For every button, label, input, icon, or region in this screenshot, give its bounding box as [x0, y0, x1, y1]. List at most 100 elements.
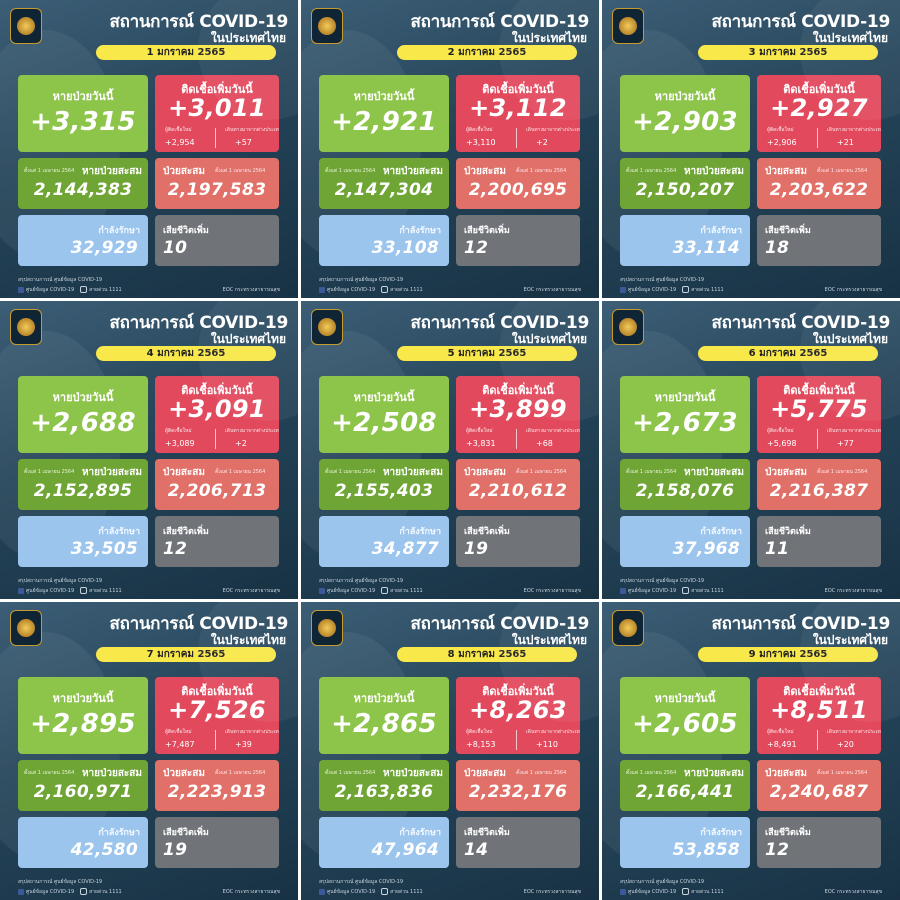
- facebook-icon: [18, 286, 24, 293]
- recovered-today-label: หายป่วยวันนี้: [654, 90, 716, 103]
- deaths-value: 19: [464, 539, 489, 559]
- footer-org: EOC กระทรวงสาธารณสุข: [222, 588, 280, 594]
- cumulative-recovered-label: หายป่วยสะสม: [683, 166, 744, 177]
- footer-hotline: สายด่วน 1111: [691, 588, 724, 594]
- recovered-today-label: หายป่วยวันนี้: [353, 692, 415, 705]
- footer-source: สรุปสถานการณ์ ศูนย์ข้อมูล COVID-19: [319, 578, 404, 584]
- cumulative-cases-label: ป่วยสะสม: [765, 768, 807, 779]
- facebook-icon: [620, 587, 626, 594]
- deaths-value: 11: [765, 539, 790, 559]
- deaths-value: 12: [765, 840, 790, 860]
- recovered-today-value: +3,315: [30, 107, 136, 137]
- since-date-label: ตั้งแต่ 1 เมษายน 2564: [325, 469, 376, 475]
- ministry-emblem-icon: [311, 309, 343, 345]
- cumulative-recovered-value: 2,160,971: [33, 782, 133, 802]
- footer-org: EOC กระทรวงสาธารณสุข: [824, 287, 882, 293]
- imported-cases-value: +77: [837, 439, 854, 448]
- domestic-cases-value: +3,831: [466, 439, 496, 448]
- since-date-label: ตั้งแต่ 1 เมษายน 2564: [817, 770, 868, 776]
- cumulative-cases-card: ป่วยสะสม ตั้งแต่ 1 เมษายน 2564 2,232,176: [456, 760, 580, 811]
- new-cases-card: ติดเชื้อเพิ่มวันนี้ +3,091 ผู้ติดเชื้อให…: [155, 376, 279, 453]
- in-treatment-value: 34,877: [371, 539, 439, 559]
- panel-title: สถานการณ์ COVID-19: [410, 313, 590, 333]
- footer-source: สรุปสถานการณ์ ศูนย์ข้อมูล COVID-19: [18, 578, 103, 584]
- new-cases-card: ติดเชื้อเพิ่มวันนี้ +7,526 ผู้ติดเชื้อให…: [155, 677, 279, 754]
- footer-hotline: สายด่วน 1111: [89, 287, 122, 293]
- deaths-card: เสียชีวิตเพิ่ม 12: [155, 516, 279, 567]
- since-date-label: ตั้งแต่ 1 เมษายน 2564: [817, 469, 868, 475]
- daily-report-panel: สถานการณ์ COVID-19 ในประเทศไทย 5 มกราคม …: [301, 301, 599, 599]
- footer-source: สรุปสถานการณ์ ศูนย์ข้อมูล COVID-19: [620, 277, 705, 283]
- deaths-value: 18: [765, 238, 790, 258]
- in-treatment-label: กำลังรักษา: [700, 828, 742, 838]
- panel-title: สถานการณ์ COVID-19: [109, 614, 289, 634]
- since-date-label: ตั้งแต่ 1 เมษายน 2564: [215, 168, 266, 174]
- deaths-value: 12: [464, 238, 489, 258]
- ministry-emblem-icon: [612, 309, 644, 345]
- footer-page: ศูนย์ข้อมูล COVID-19: [26, 889, 75, 895]
- domestic-cases-value: +8,491: [767, 740, 797, 749]
- ministry-emblem-icon: [311, 8, 343, 44]
- panel-title: สถานการณ์ COVID-19: [109, 12, 289, 32]
- divider: [817, 128, 818, 148]
- footer-contacts: ศูนย์ข้อมูล COVID-19 สายด่วน 1111: [18, 888, 122, 896]
- panel-subtitle: ในประเทศไทย: [812, 31, 888, 45]
- domestic-cases-value: +2,906: [767, 138, 797, 147]
- panel-title: สถานการณ์ COVID-19: [711, 313, 891, 333]
- footer-hotline: สายด่วน 1111: [89, 588, 122, 594]
- facebook-icon: [620, 888, 626, 895]
- divider: [817, 429, 818, 449]
- imported-cases-value: +39: [235, 740, 252, 749]
- phone-icon: [80, 587, 88, 594]
- new-cases-value: +3,112: [469, 94, 567, 122]
- daily-report-panel: สถานการณ์ COVID-19 ในประเทศไทย 1 มกราคม …: [0, 0, 298, 298]
- cumulative-recovered-label: หายป่วยสะสม: [81, 467, 142, 478]
- cumulative-recovered-label: หายป่วยสะสม: [382, 768, 443, 779]
- new-cases-value: +8,511: [770, 696, 868, 724]
- footer-contacts: ศูนย์ข้อมูล COVID-19 สายด่วน 1111: [319, 286, 423, 294]
- in-treatment-card: กำลังรักษา 34,877: [319, 516, 449, 567]
- imported-label: เดินทางมาจากต่างประเทศ: [225, 127, 279, 133]
- footer-contacts: ศูนย์ข้อมูล COVID-19 สายด่วน 1111: [620, 587, 724, 595]
- report-date: 6 มกราคม 2565: [698, 346, 878, 361]
- panel-subtitle: ในประเทศไทย: [210, 633, 286, 647]
- facebook-icon: [319, 286, 325, 293]
- in-treatment-label: กำลังรักษา: [98, 828, 140, 838]
- deaths-card: เสียชีวิตเพิ่ม 10: [155, 215, 279, 266]
- phone-icon: [381, 587, 389, 594]
- in-treatment-label: กำลังรักษา: [399, 828, 441, 838]
- cumulative-recovered-label: หายป่วยสะสม: [382, 467, 443, 478]
- cumulative-recovered-value: 2,150,207: [635, 180, 735, 200]
- cumulative-recovered-card: ตั้งแต่ 1 เมษายน 2564 หายป่วยสะสม 2,163,…: [319, 760, 449, 811]
- report-date: 4 มกราคม 2565: [96, 346, 276, 361]
- phone-icon: [80, 286, 88, 293]
- cumulative-recovered-card: ตั้งแต่ 1 เมษายน 2564 หายป่วยสะสม 2,147,…: [319, 158, 449, 209]
- deaths-card: เสียชีวิตเพิ่ม 19: [155, 817, 279, 868]
- in-treatment-card: กำลังรักษา 32,929: [18, 215, 148, 266]
- deaths-card: เสียชีวิตเพิ่ม 14: [456, 817, 580, 868]
- footer-hotline: สายด่วน 1111: [691, 889, 724, 895]
- imported-cases-value: +2: [235, 439, 247, 448]
- recovered-today-card: หายป่วยวันนี้ +2,605: [620, 677, 750, 754]
- deaths-value: 10: [163, 238, 188, 258]
- footer-org: EOC กระทรวงสาธารณสุข: [222, 889, 280, 895]
- report-date: 7 มกราคม 2565: [96, 647, 276, 662]
- recovered-today-card: หายป่วยวันนี้ +2,673: [620, 376, 750, 453]
- footer-page: ศูนย์ข้อมูล COVID-19: [26, 287, 75, 293]
- domestic-cases-value: +7,487: [165, 740, 195, 749]
- new-cases-value: +7,526: [168, 696, 266, 724]
- new-cases-card: ติดเชื้อเพิ่มวันนี้ +3,899 ผู้ติดเชื้อให…: [456, 376, 580, 453]
- since-date-label: ตั้งแต่ 1 เมษายน 2564: [626, 770, 677, 776]
- footer-source: สรุปสถานการณ์ ศูนย์ข้อมูล COVID-19: [319, 277, 404, 283]
- in-treatment-card: กำลังรักษา 33,114: [620, 215, 750, 266]
- recovered-today-card: หายป่วยวันนี้ +2,688: [18, 376, 148, 453]
- footer-org: EOC กระทรวงสาธารณสุข: [824, 889, 882, 895]
- new-cases-card: ติดเชื้อเพิ่มวันนี้ +3,011 ผู้ติดเชื้อให…: [155, 75, 279, 152]
- recovered-today-card: หายป่วยวันนี้ +2,508: [319, 376, 449, 453]
- cumulative-cases-label: ป่วยสะสม: [464, 467, 506, 478]
- footer-org: EOC กระทรวงสาธารณสุข: [222, 287, 280, 293]
- phone-icon: [80, 888, 88, 895]
- panel-title: สถานการณ์ COVID-19: [711, 12, 891, 32]
- deaths-label: เสียชีวิตเพิ่ม: [163, 226, 209, 236]
